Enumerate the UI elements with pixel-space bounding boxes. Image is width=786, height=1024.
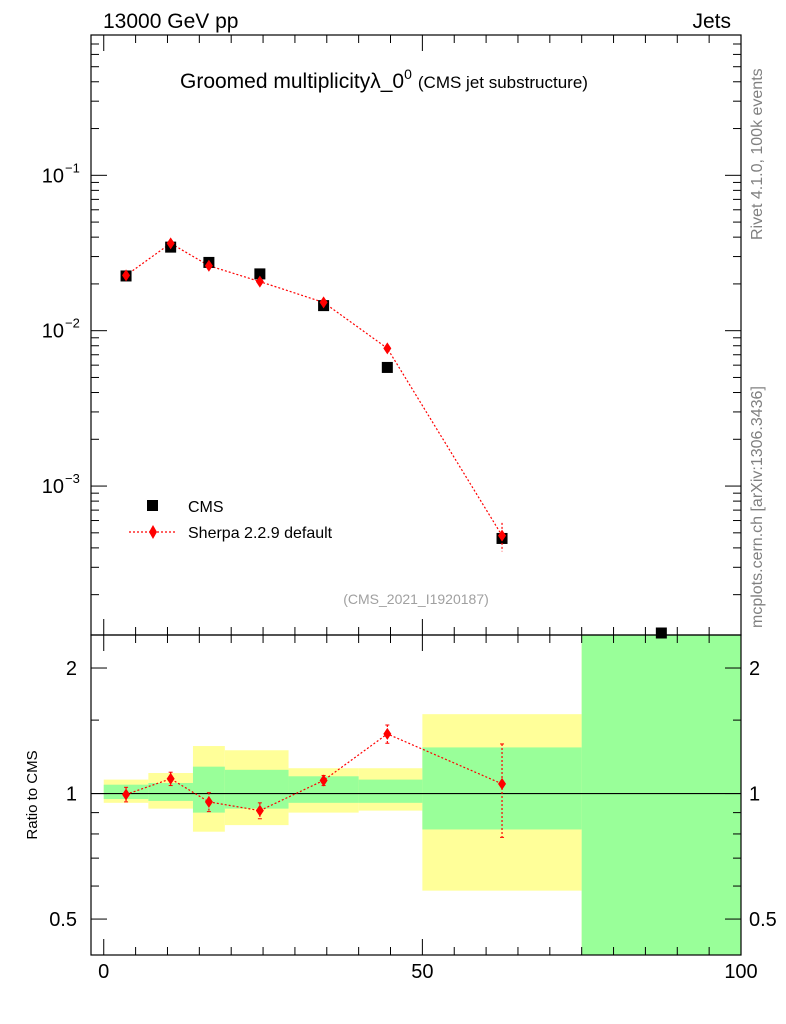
- ratio-point-1: [166, 772, 175, 785]
- x-tick-label-0: 0: [98, 961, 109, 983]
- green-band-bin-3: [224, 769, 289, 809]
- chart-title-symbol: λ_0: [370, 70, 404, 93]
- top-y-tick-exponent-1: −2: [65, 316, 80, 331]
- green-band-bin-7: [581, 635, 741, 955]
- top-y-tick-exponent-2: −3: [65, 471, 80, 486]
- ratio-panel-frame: [90, 634, 742, 956]
- sherpa-point-2: [204, 259, 213, 272]
- sherpa-point-0: [122, 269, 131, 282]
- ratio-y-tick-label-right-0: 0.5: [749, 909, 777, 931]
- top-y-tick-label-2: 10: [42, 476, 64, 498]
- sherpa-point-4: [319, 296, 328, 309]
- x-tick-label-50: 50: [411, 961, 433, 983]
- sherpa-line: [125, 242, 503, 536]
- mcplots-label: mcplots.cern.ch [arXiv:1306.3436]: [749, 386, 766, 628]
- green-band-bin-1: [148, 782, 193, 801]
- chart-title-main: Groomed multiplicity: [180, 70, 371, 93]
- ratio-point-2: [204, 795, 213, 808]
- sherpa-point-1: [166, 237, 175, 250]
- top-panel-frame: [90, 34, 742, 636]
- chart-title-superscript: 0: [404, 66, 412, 82]
- ratio-y-tick-label-left-0: 0.5: [49, 909, 77, 931]
- cms-point-7: [655, 627, 667, 639]
- ratio-panel-data: [122, 724, 507, 838]
- ratio-y-tick-label-right-1: 1: [749, 784, 760, 806]
- cms-point-5: [381, 361, 393, 373]
- rivet-label: Rivet 4.1.0, 100k events: [749, 68, 766, 240]
- ratio-uncertainty-bands: [91, 635, 741, 955]
- legend-cms-label: CMS: [188, 499, 224, 516]
- green-band-bin-5: [358, 779, 423, 803]
- cms-point-3: [254, 268, 266, 280]
- ratio-ylabel: Ratio to CMS: [24, 750, 41, 839]
- top-panel-data: [120, 237, 667, 639]
- ratio-point-6: [498, 777, 507, 790]
- header-energy: 13000 GeV pp: [103, 10, 238, 33]
- ratio-point-4: [319, 774, 328, 787]
- ratio-point-0: [122, 788, 131, 801]
- header-process: Jets: [692, 10, 731, 33]
- ratio-point-5: [383, 727, 392, 740]
- ratio-y-tick-label-left-1: 1: [66, 784, 77, 806]
- legend-sherpa-marker: [149, 525, 157, 539]
- top-y-tick-label-1: 10: [42, 321, 64, 343]
- top-y-tick-exponent-0: −1: [65, 160, 80, 175]
- legend-cms-marker: [147, 500, 158, 511]
- analysis-id: (CMS_2021_I1920187): [343, 591, 489, 607]
- sherpa-point-3: [255, 275, 264, 288]
- legend: CMS Sherpa 2.2.9 default: [129, 499, 333, 542]
- ratio-y-tick-label-right-2: 2: [749, 658, 760, 680]
- top-y-tick-label-0: 10: [42, 165, 64, 187]
- x-tick-label-100: 100: [724, 961, 757, 983]
- legend-sherpa-label: Sherpa 2.2.9 default: [188, 525, 333, 542]
- sherpa-point-6: [498, 529, 507, 542]
- chart-title-subtitle: (CMS jet substructure): [418, 73, 588, 92]
- chart-title: Groomed multiplicityλ_00 (CMS jet substru…: [180, 66, 588, 93]
- ratio-y-tick-label-left-2: 2: [66, 658, 77, 680]
- ratio-point-3: [255, 804, 264, 817]
- sherpa-point-5: [383, 342, 392, 355]
